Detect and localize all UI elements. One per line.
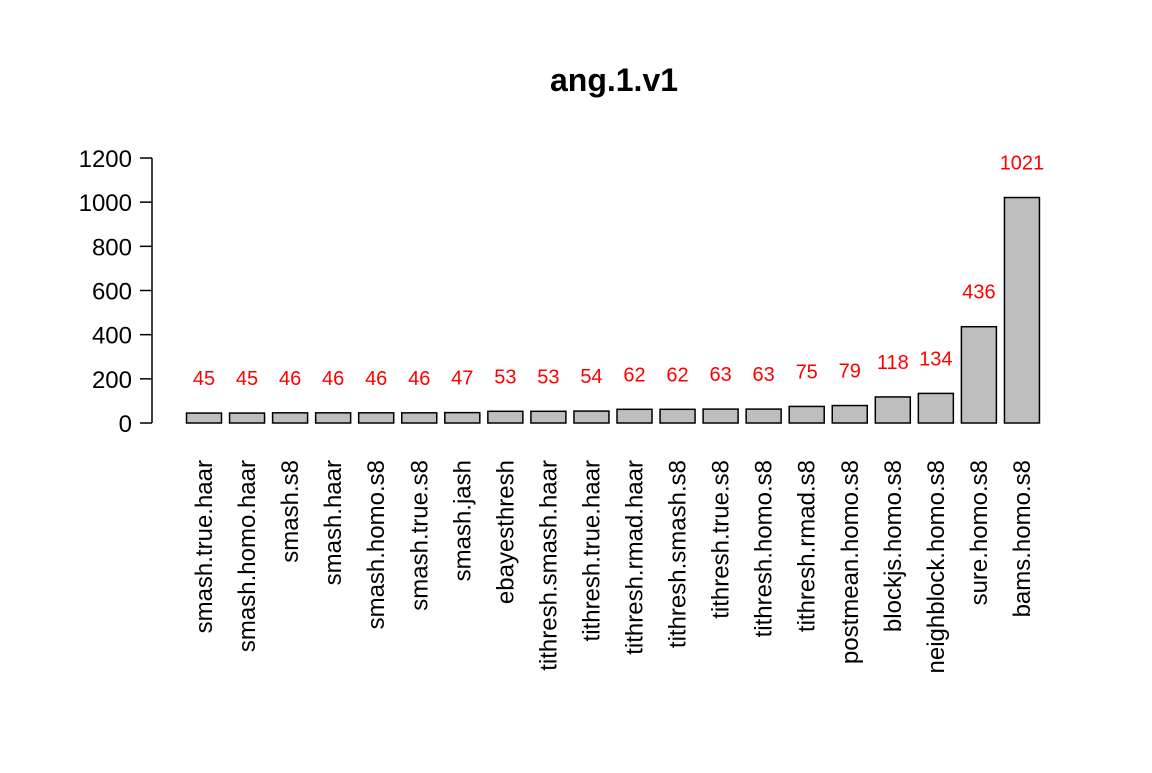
x-tick-label: tithresh.rmad.s8 <box>794 460 821 632</box>
bar <box>831 404 868 424</box>
x-tick-label: tithresh.smash.s8 <box>665 460 692 648</box>
bar <box>271 412 309 424</box>
y-axis: 0 200 400 600 800 1000 1200 <box>79 146 153 438</box>
bar <box>960 325 998 424</box>
data-label: 436 <box>962 282 995 304</box>
bar <box>444 411 481 424</box>
y-tick-label: 200 <box>92 367 132 394</box>
x-tick-label: smash.jash <box>449 460 476 581</box>
bar <box>745 408 782 424</box>
x-tick-labels-group: smash.true.haar smash.homo.haar smash.s8 sm… <box>191 460 1036 673</box>
x-tick-label: neighblock.homo.s8 <box>923 460 950 673</box>
bar <box>702 408 739 424</box>
y-tick-label: 800 <box>92 234 132 261</box>
bar <box>573 410 610 424</box>
bar <box>357 412 395 424</box>
bar <box>874 396 912 424</box>
x-tick-label: smash.true.haar <box>191 460 218 633</box>
data-label: 63 <box>709 364 731 386</box>
x-tick-label: smash.homo.s8 <box>363 460 390 629</box>
data-label: 46 <box>322 368 344 390</box>
data-label: 63 <box>753 364 775 386</box>
bar <box>917 392 955 424</box>
data-label: 118 <box>877 352 909 374</box>
bar <box>1003 196 1041 424</box>
x-tick-label: smash.haar <box>320 460 347 585</box>
x-tick-label: sure.homo.s8 <box>966 460 993 605</box>
x-tick-label: blockjs.homo.s8 <box>880 460 907 632</box>
bar <box>788 405 825 424</box>
data-label: 46 <box>365 368 387 390</box>
data-label: 45 <box>236 368 258 390</box>
data-label: 46 <box>279 368 301 390</box>
data-label: 45 <box>193 368 215 390</box>
y-tick-label: 400 <box>92 323 132 350</box>
data-label: 46 <box>408 368 430 390</box>
x-tick-label: ebayesthresh <box>492 460 519 604</box>
data-label: 62 <box>623 364 645 386</box>
data-label: 79 <box>839 361 861 383</box>
bar <box>228 412 266 424</box>
chart-title: ang.1.v1 <box>550 62 678 98</box>
data-label: 53 <box>537 366 559 388</box>
data-label: 75 <box>796 361 818 383</box>
y-tick-label: 600 <box>92 279 132 306</box>
bar <box>616 408 653 424</box>
x-tick-label: postmean.homo.s8 <box>837 460 864 664</box>
y-tick-label: 0 <box>119 411 132 438</box>
x-tick-label: tithresh.true.haar <box>578 460 605 641</box>
bar <box>401 412 438 424</box>
bar <box>659 408 696 424</box>
data-label: 134 <box>919 348 952 370</box>
data-labels-group: 45 45 46 46 46 46 47 53 53 54 62 62 63 63 75 79 118 134 43… <box>193 153 1044 391</box>
bars-group <box>185 196 1041 424</box>
data-label: 62 <box>666 364 688 386</box>
x-tick-label: tithresh.smash.haar <box>535 460 562 671</box>
x-tick-label: tithresh.homo.s8 <box>751 460 778 637</box>
data-label: 53 <box>494 366 516 388</box>
bar <box>185 412 223 424</box>
data-label: 47 <box>451 368 473 390</box>
x-tick-label: tithresh.rmad.haar <box>622 460 649 655</box>
x-tick-label: smash.s8 <box>277 460 304 563</box>
x-tick-label: smash.true.s8 <box>406 460 433 611</box>
bar <box>530 410 567 424</box>
y-tick-label: 1000 <box>79 190 132 217</box>
x-tick-label: tithresh.true.s8 <box>708 460 735 619</box>
bar <box>487 410 524 424</box>
data-label: 1021 <box>1000 153 1045 175</box>
data-label: 54 <box>580 366 602 388</box>
y-tick-label: 1200 <box>79 146 132 173</box>
x-tick-label: smash.homo.haar <box>234 460 261 652</box>
x-tick-label: bams.homo.s8 <box>1009 460 1036 617</box>
bar <box>314 412 352 424</box>
